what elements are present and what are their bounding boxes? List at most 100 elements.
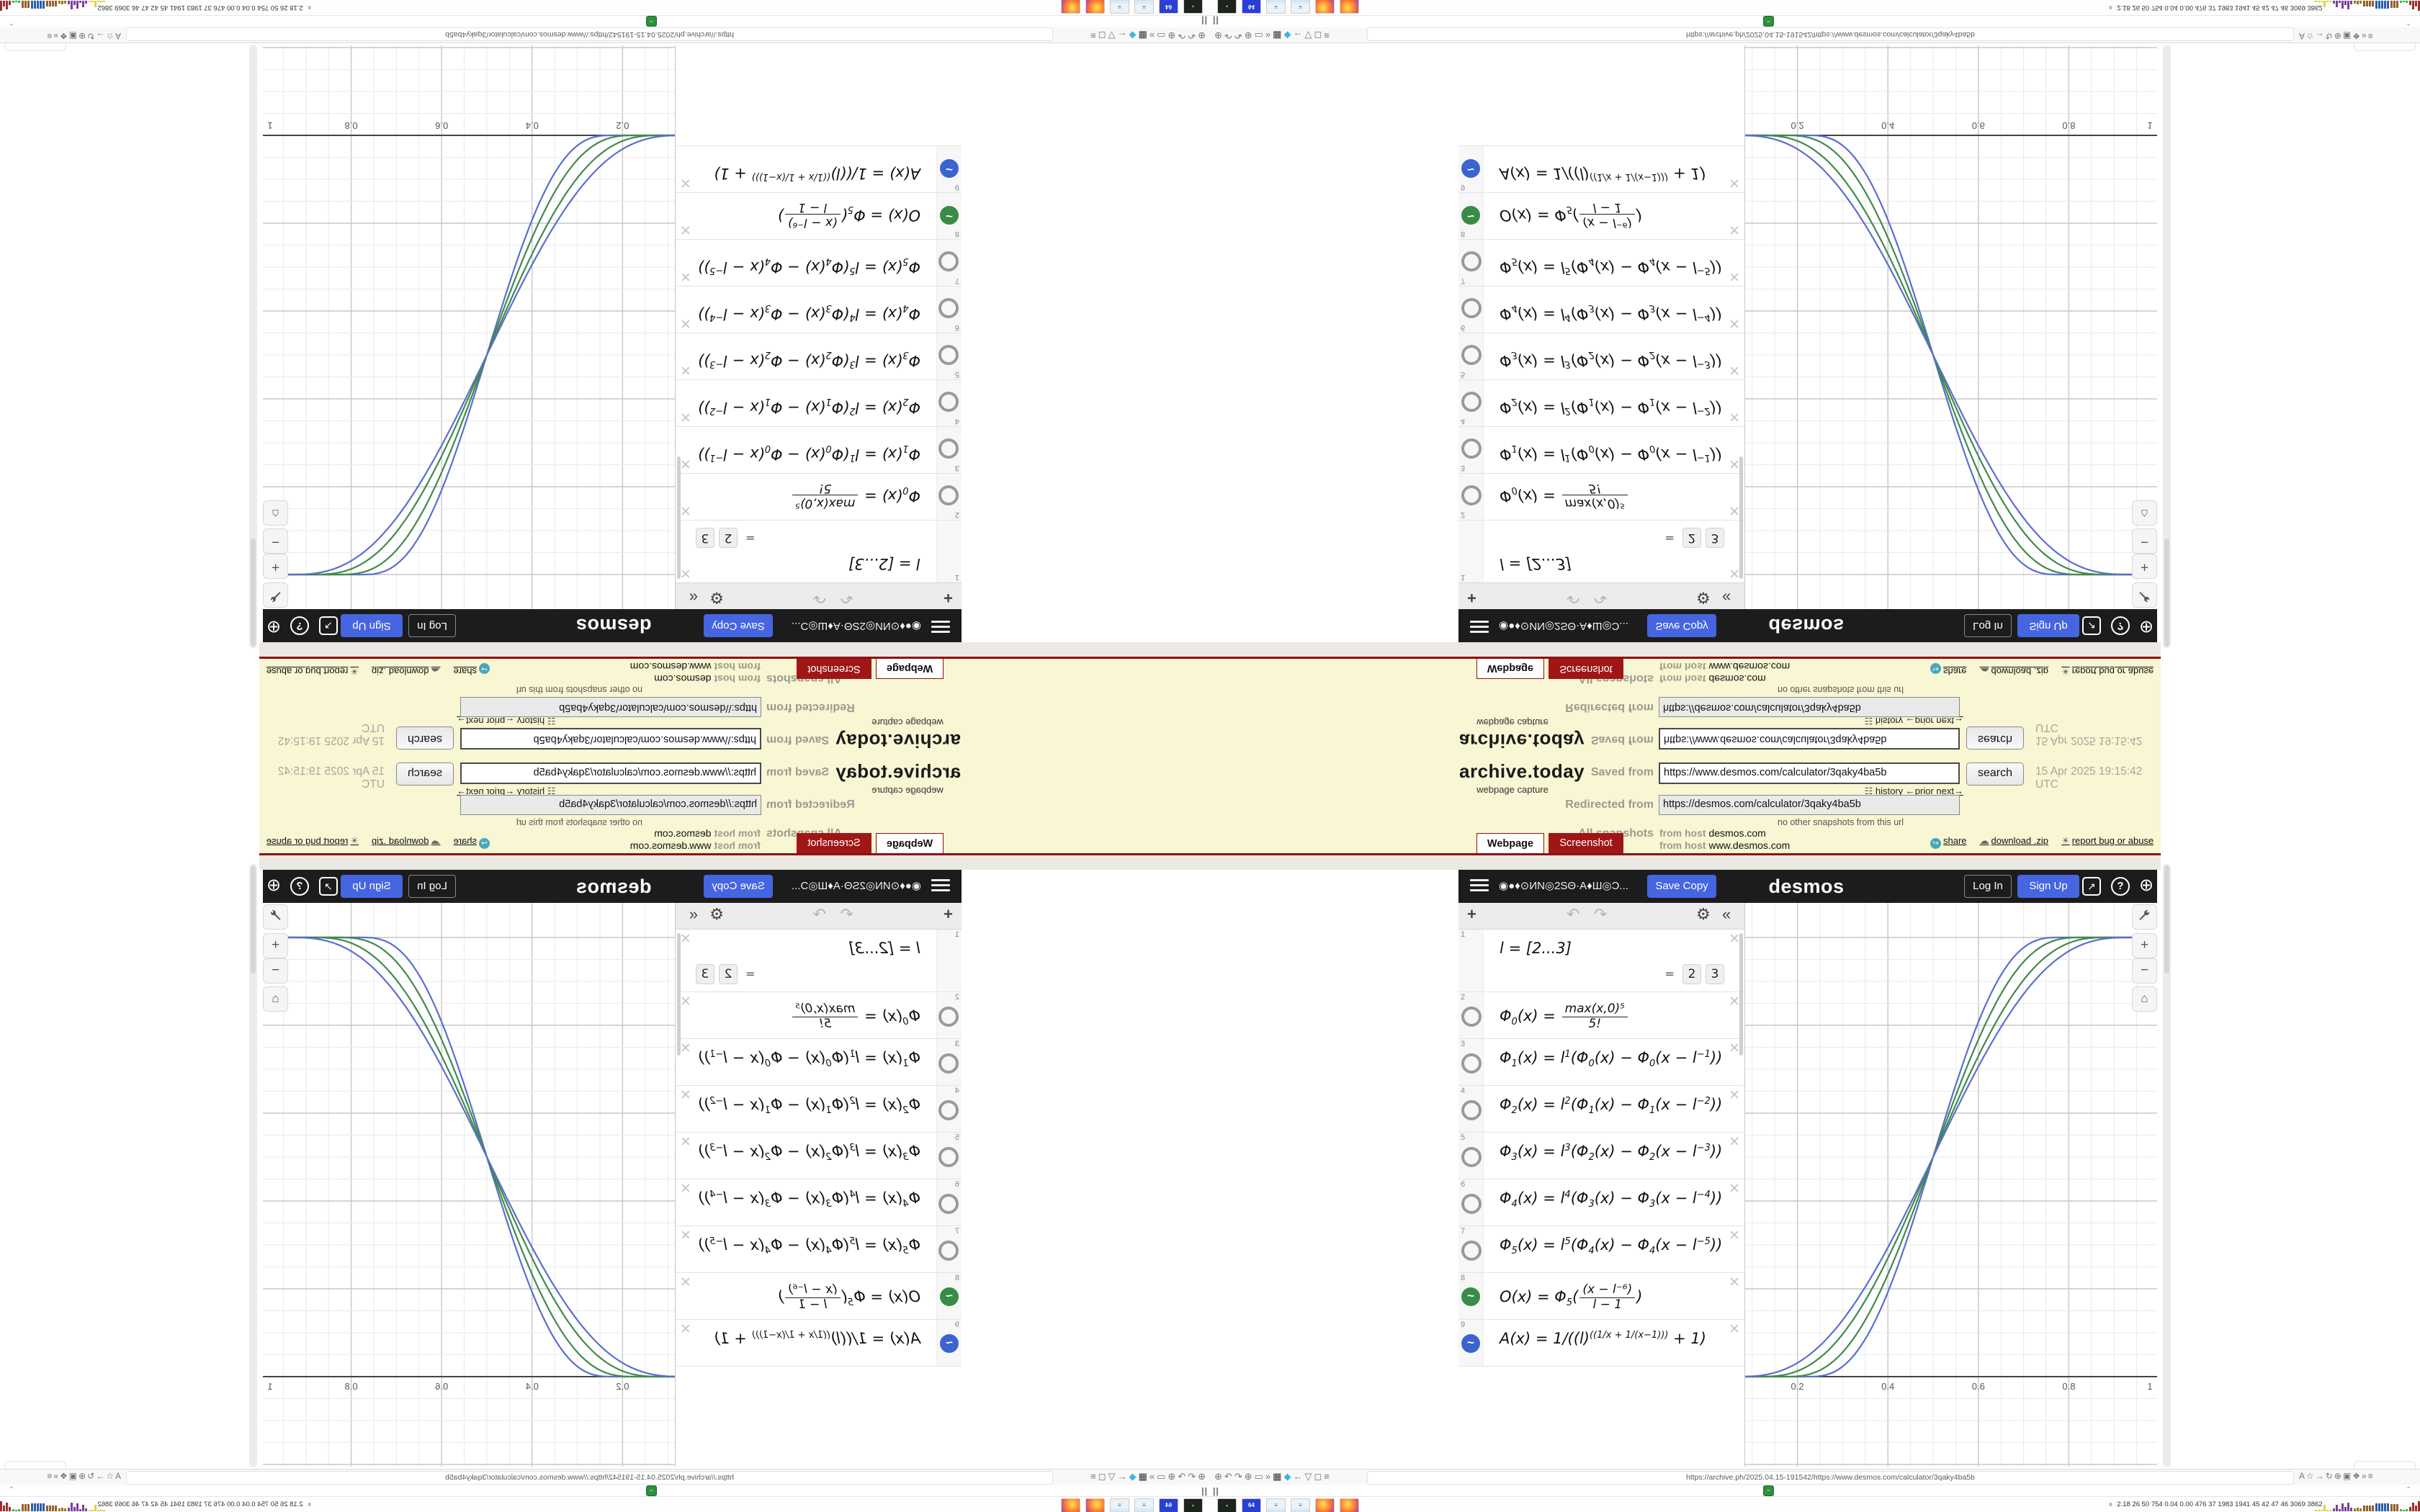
archive-logo[interactable]: archive.today webpage capture: [835, 760, 961, 795]
notepad-app-icon[interactable]: ≡: [1266, 0, 1286, 14]
visible-curve-toggle-icon[interactable]: ~: [1461, 158, 1480, 178]
expression-math[interactable]: Φ4(x) = l4(Φ3(x) − Φ3(x − l−4)): [697, 302, 920, 323]
report-bug-link[interactable]: ☀report bug or abuse: [2061, 835, 2154, 846]
host-1-link[interactable]: desmos.com: [1708, 673, 1766, 685]
delete-expression-icon[interactable]: ✕: [1729, 1041, 1740, 1057]
desmos-favicon[interactable]: ~: [646, 16, 657, 27]
expression-row[interactable]: 6 Φ4(x) = l4(Φ3(x) − Φ3(x − l−4)) ✕: [1458, 1179, 1744, 1227]
from-host-1[interactable]: from host desmos.com: [1659, 673, 1766, 685]
expression-row[interactable]: 6 Φ4(x) = l4(Φ3(x) − Φ3(x − l−4)) ✕: [676, 1179, 962, 1227]
firefox2-app-icon[interactable]: f: [1340, 1498, 1359, 1512]
expression-math[interactable]: l = [2...3] = 23: [676, 930, 936, 991]
globe2-icon[interactable]: ⊕: [2334, 31, 2343, 41]
hidden-curve-toggle-icon[interactable]: [1461, 1053, 1482, 1074]
home-view-button[interactable]: ⌂: [2132, 500, 2157, 526]
next-link[interactable]: next→: [457, 716, 484, 726]
add-expression-button[interactable]: +: [944, 905, 953, 923]
visible-curve-toggle-icon[interactable]: ~: [940, 205, 959, 225]
visible-curve-toggle-icon[interactable]: ~: [1461, 205, 1480, 225]
chevron-up-icon[interactable]: ⌃: [8, 18, 14, 26]
graph-title[interactable]: ◉●♦⊙ИN◎2SΘ·A♦Ш◎Ɔ...: [1499, 620, 1628, 632]
expression-row[interactable]: 8 ~ O(x) = Φ5((x − l⁻⁶) l − 1) ✕: [676, 1273, 962, 1320]
lock-icon[interactable]: ◻: [1314, 1471, 1325, 1482]
save-copy-button[interactable]: Save Copy: [1647, 875, 1716, 898]
globe2-icon[interactable]: ⊕: [2334, 1471, 2343, 1481]
collapse-panel-icon[interactable]: «: [1722, 589, 1731, 607]
frame-icon[interactable]: ▣: [67, 31, 78, 41]
hidden-curve-toggle-icon[interactable]: [938, 1194, 959, 1215]
delete-expression-icon[interactable]: ✕: [680, 315, 691, 330]
expression-math[interactable]: Φ1(x) = l1(Φ0(x) − Φ0(x − l−1)): [697, 442, 920, 463]
from-host-1[interactable]: from host desmos.com: [654, 827, 761, 839]
help-icon[interactable]: ?: [290, 616, 309, 635]
shield-icon[interactable]: ▽: [1304, 30, 1314, 41]
expression-math[interactable]: A(x) = 1/((l)((1/x + 1/(x−1))) + 1): [1500, 1330, 1706, 1348]
value-chip[interactable]: 2: [719, 964, 738, 984]
url-bar[interactable]: https://archive.ph/2025.04.15-191542/htt…: [126, 1471, 1053, 1485]
delete-expression-icon[interactable]: ✕: [1729, 221, 1740, 237]
archive-logo[interactable]: archive.today webpage capture: [1459, 760, 1585, 795]
help-icon[interactable]: ?: [2111, 616, 2130, 635]
search-button[interactable]: search: [396, 762, 454, 786]
delete-expression-icon[interactable]: ✕: [680, 1135, 691, 1151]
zoom-in-button[interactable]: +: [263, 933, 288, 958]
graph-area[interactable]: 0.2 0.4 0.6 0.8 1 + − ⌂: [263, 903, 675, 1467]
expression-math[interactable]: Φ4(x) = l4(Φ3(x) − Φ3(x − l−4)): [697, 1189, 920, 1210]
expression-row[interactable]: 4 Φ2(x) = l2(Φ1(x) − Φ1(x − l−2)) ✕: [1458, 379, 1744, 426]
desmos-favicon[interactable]: ~: [1763, 1485, 1774, 1496]
delete-expression-icon[interactable]: ✕: [680, 1088, 691, 1104]
forward-icon[interactable]: →: [2315, 1471, 2326, 1481]
delete-expression-icon[interactable]: ✕: [1729, 1275, 1740, 1291]
log-in-button[interactable]: Log In: [1964, 875, 2012, 898]
expression-math[interactable]: Φ5(x) = l5(Φ4(x) − Φ4(x − l−5)): [697, 1236, 920, 1257]
redo-icon[interactable]: ↷: [1234, 1471, 1245, 1482]
share-link[interactable]: ↪share: [1930, 835, 1967, 849]
from-host-2[interactable]: from host www.desmos.com: [630, 661, 761, 672]
firefox2-app-icon[interactable]: f: [1061, 1498, 1080, 1512]
floppy64-app-icon[interactable]: 64: [1242, 1498, 1261, 1512]
expression-row[interactable]: 5 Φ3(x) = l3(Φ2(x) − Φ2(x − l−3)) ✕: [676, 1133, 962, 1180]
expression-math[interactable]: Φ5(x) = l5(Φ4(x) − Φ4(x − l−5)): [1500, 255, 1723, 276]
delete-expression-icon[interactable]: ✕: [680, 1275, 691, 1291]
delete-expression-icon[interactable]: ✕: [1729, 455, 1740, 471]
expression-math[interactable]: A(x) = 1/((l)((1/x + 1/(x−1))) + 1): [1500, 164, 1706, 182]
undo-icon[interactable]: ↶: [1567, 905, 1580, 923]
expression-row[interactable]: 8 ~ O(x) = Φ5((x − l⁻⁶) l − 1) ✕: [1458, 192, 1744, 239]
log-in-button[interactable]: Log In: [408, 875, 456, 898]
expression-math[interactable]: Φ0(x) = max(x,0)⁵ 5!: [676, 474, 936, 520]
expression-row[interactable]: 7 Φ5(x) = l5(Φ4(x) − Φ4(x − l−5)) ✕: [1458, 238, 1744, 286]
chevron-up-icon[interactable]: ⌃: [8, 1486, 14, 1494]
hidden-curve-toggle-icon[interactable]: [1461, 438, 1482, 459]
hamburger-menu-icon[interactable]: [1470, 618, 1489, 633]
notepad2-app-icon[interactable]: ≡: [1110, 1498, 1129, 1512]
save-copy-button[interactable]: Save Copy: [704, 875, 773, 898]
hidden-curve-toggle-icon[interactable]: [938, 251, 959, 271]
expression-row[interactable]: 9 ~ A(x) = 1/((l)((1/x + 1/(x−1))) + 1) ✕: [1458, 1320, 1744, 1367]
forward-icon[interactable]: →: [2315, 31, 2326, 41]
archive-logo[interactable]: archive.today webpage capture: [1459, 717, 1585, 752]
hidden-curve-toggle-icon[interactable]: [1461, 344, 1482, 365]
folder-icon[interactable]: ▭: [1155, 30, 1166, 41]
delete-expression-icon[interactable]: ✕: [1729, 1228, 1740, 1244]
url-bar[interactable]: https://archive.ph/2025.04.15-191542/htt…: [1367, 1471, 2294, 1485]
globe-icon[interactable]: ⊕: [1165, 30, 1176, 41]
saved-url-input[interactable]: https://www.desmos.com/calculator/3qaky4…: [460, 762, 761, 784]
share-link[interactable]: ↪share: [453, 663, 490, 677]
lock-icon[interactable]: ◻: [1095, 1471, 1106, 1482]
permissions-icon[interactable]: ≡: [1324, 1471, 1332, 1482]
language-globe-icon[interactable]: ⊕: [2138, 876, 2154, 895]
expression-row[interactable]: 6 Φ4(x) = l4(Φ3(x) − Φ3(x − l−4)) ✕: [676, 285, 962, 333]
permissions-icon[interactable]: ≡: [1088, 1471, 1096, 1482]
next-link[interactable]: next→: [1936, 716, 1963, 726]
expression-row[interactable]: 8 ~ O(x) = Φ5((x − l⁻⁶) l − 1) ✕: [676, 192, 962, 239]
from-host-2[interactable]: from host www.desmos.com: [1659, 840, 1790, 851]
expression-row[interactable]: 7 Φ5(x) = l5(Φ4(x) − Φ4(x − l−5)) ✕: [1458, 1226, 1744, 1274]
kite-addon-icon[interactable]: ◆: [1126, 1471, 1137, 1482]
more-chevrons-icon[interactable]: »: [2362, 31, 2368, 41]
language-globe-icon[interactable]: ⊕: [2138, 617, 2154, 636]
extension-icon[interactable]: ❖: [2352, 1471, 2362, 1481]
expression-row[interactable]: 4 Φ2(x) = l2(Φ1(x) − Φ1(x − l−2)) ✕: [676, 379, 962, 426]
extension-icon[interactable]: ❖: [2352, 31, 2362, 41]
